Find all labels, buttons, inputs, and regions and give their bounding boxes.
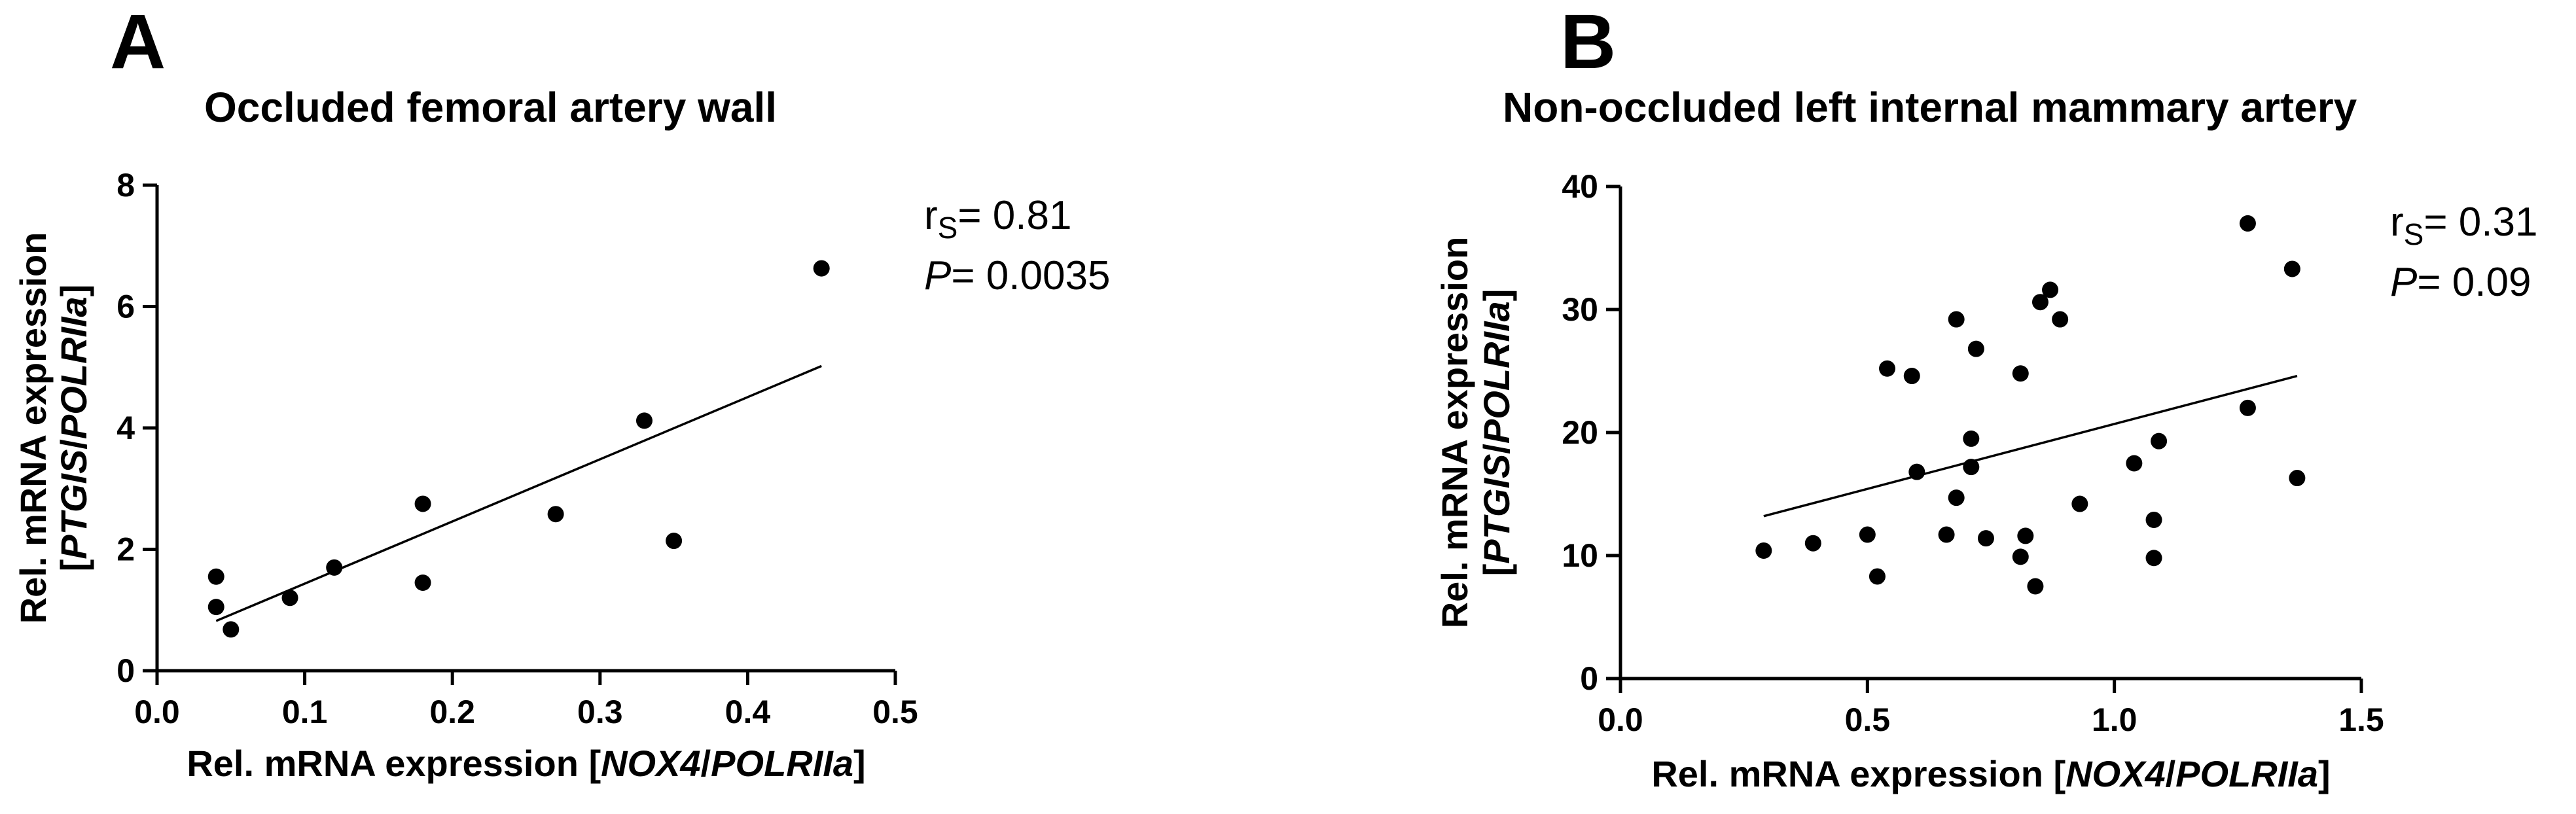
panel-a-title: Occluded femoral artery wall	[204, 84, 777, 131]
data-point	[813, 260, 830, 277]
data-point	[666, 533, 683, 550]
data-point	[326, 559, 343, 576]
regression-line	[215, 364, 822, 622]
panel-b-axes: 0.0 0.5 1.0 1.5 0 10 20 30 40	[1562, 168, 2384, 738]
panel-b-x-axis-label: Rel. mRNA expression [NOX4/POLRIIa]	[1651, 753, 2330, 794]
regression-line	[1763, 374, 2298, 518]
data-point	[207, 599, 224, 616]
data-point	[2012, 365, 2029, 382]
x-tick-label: 0.3	[577, 694, 623, 730]
spearman-r-text: rS= 0.81	[924, 193, 1071, 245]
data-point	[2145, 550, 2162, 567]
spearman-r-text: rS= 0.31	[2390, 200, 2537, 251]
data-point	[414, 575, 431, 592]
data-point	[2042, 281, 2059, 298]
panel-b-title: Non-occluded left internal mammary arter…	[1503, 84, 2357, 131]
x-tick-label: 1.5	[2338, 701, 2384, 738]
data-point	[1804, 535, 1821, 552]
data-point	[1903, 368, 1920, 385]
panel-b-stats: rS= 0.31 P= 0.09	[2390, 200, 2537, 305]
y-axis-label-line1: Rel. mRNA expression	[1434, 237, 1475, 629]
data-point	[2289, 470, 2306, 487]
panel-b-points	[1755, 215, 2306, 595]
panel-a-axes: 0.0 0.1 0.2 0.3 0.4 0.5 0 2 4 6 8	[116, 167, 918, 730]
data-point	[1963, 459, 1980, 476]
panel-a-fit-line	[215, 364, 822, 622]
panel-b-letter: B	[1560, 0, 1616, 85]
panel-a-x-axis-label: Rel. mRNA expression [NOX4/POLRIIa]	[187, 743, 865, 784]
data-point	[1755, 542, 1772, 559]
panel-b-chart: B Non-occluded left internal mammary art…	[1434, 0, 2537, 794]
panel-b-fit-line	[1763, 374, 2298, 518]
y-tick-label: 0	[1580, 660, 1598, 697]
y-axis-label-line1: Rel. mRNA expression	[12, 232, 54, 624]
data-point	[207, 568, 224, 585]
data-point	[2283, 260, 2300, 277]
x-tick-label: 0.0	[134, 694, 180, 730]
data-point	[2151, 433, 2168, 450]
panel-a-letter: A	[110, 0, 166, 85]
data-point	[2126, 455, 2143, 472]
data-point	[1859, 526, 1876, 543]
x-tick-label: 0.4	[725, 694, 771, 730]
data-point	[1948, 311, 1965, 328]
y-tick-label: 6	[116, 289, 135, 325]
data-point	[2239, 399, 2256, 416]
x-tick-label: 0.0	[1598, 701, 1643, 738]
data-point	[414, 495, 431, 512]
data-point	[635, 412, 653, 429]
y-tick-label: 30	[1562, 291, 1598, 328]
x-tick-label: 0.5	[872, 694, 918, 730]
data-point	[2017, 527, 2034, 544]
data-point	[1938, 526, 1955, 543]
data-point	[2031, 294, 2048, 311]
y-tick-label: 0	[116, 652, 135, 689]
y-tick-label: 10	[1562, 537, 1598, 574]
x-tick-label: 0.1	[282, 694, 328, 730]
data-point	[281, 590, 298, 607]
data-point	[223, 621, 240, 638]
data-point	[2052, 311, 2069, 328]
y-axis-label-line2: [PTGIS/POLRIIa]	[53, 285, 94, 572]
data-point	[2012, 548, 2029, 565]
p-value-text: P= 0.0035	[924, 253, 1110, 298]
data-point	[1963, 430, 1980, 447]
data-point	[1977, 530, 1994, 547]
x-tick-label: 0.2	[429, 694, 475, 730]
panel-a-chart: A Occluded femoral artery wall rS= 0.81 P…	[12, 0, 1110, 784]
y-tick-label: 40	[1562, 168, 1598, 205]
x-axis-label-text: Rel. mRNA expression [NOX4/POLRIIa]	[187, 743, 865, 784]
data-point	[1967, 340, 1984, 357]
y-axis-label-line2: [PTGIS/POLRIIa]	[1476, 289, 1517, 576]
y-tick-label: 4	[116, 410, 135, 446]
p-value-text: P= 0.09	[2390, 260, 2531, 305]
x-tick-label: 1.0	[2092, 701, 2138, 738]
data-point	[2239, 215, 2256, 232]
panel-a-stats: rS= 0.81 P= 0.0035	[924, 193, 1110, 298]
data-point	[1948, 489, 1965, 506]
panel-a-y-axis-label: Rel. mRNA expression [PTGIS/POLRIIa]	[12, 232, 94, 624]
y-tick-label: 8	[116, 167, 135, 204]
data-point	[547, 506, 564, 523]
x-axis-label-text: Rel. mRNA expression [NOX4/POLRIIa]	[1651, 753, 2330, 794]
panel-a-points	[207, 260, 830, 638]
data-point	[2145, 511, 2162, 528]
data-point	[1879, 360, 1896, 377]
data-point	[1869, 568, 1886, 585]
y-tick-label: 2	[116, 531, 135, 568]
panel-b-y-axis-label: Rel. mRNA expression [PTGIS/POLRIIa]	[1434, 237, 1517, 629]
x-tick-label: 0.5	[1845, 701, 1891, 738]
data-point	[2071, 495, 2088, 512]
data-point	[2027, 578, 2044, 595]
y-tick-label: 20	[1562, 414, 1598, 451]
data-point	[1908, 463, 1925, 480]
